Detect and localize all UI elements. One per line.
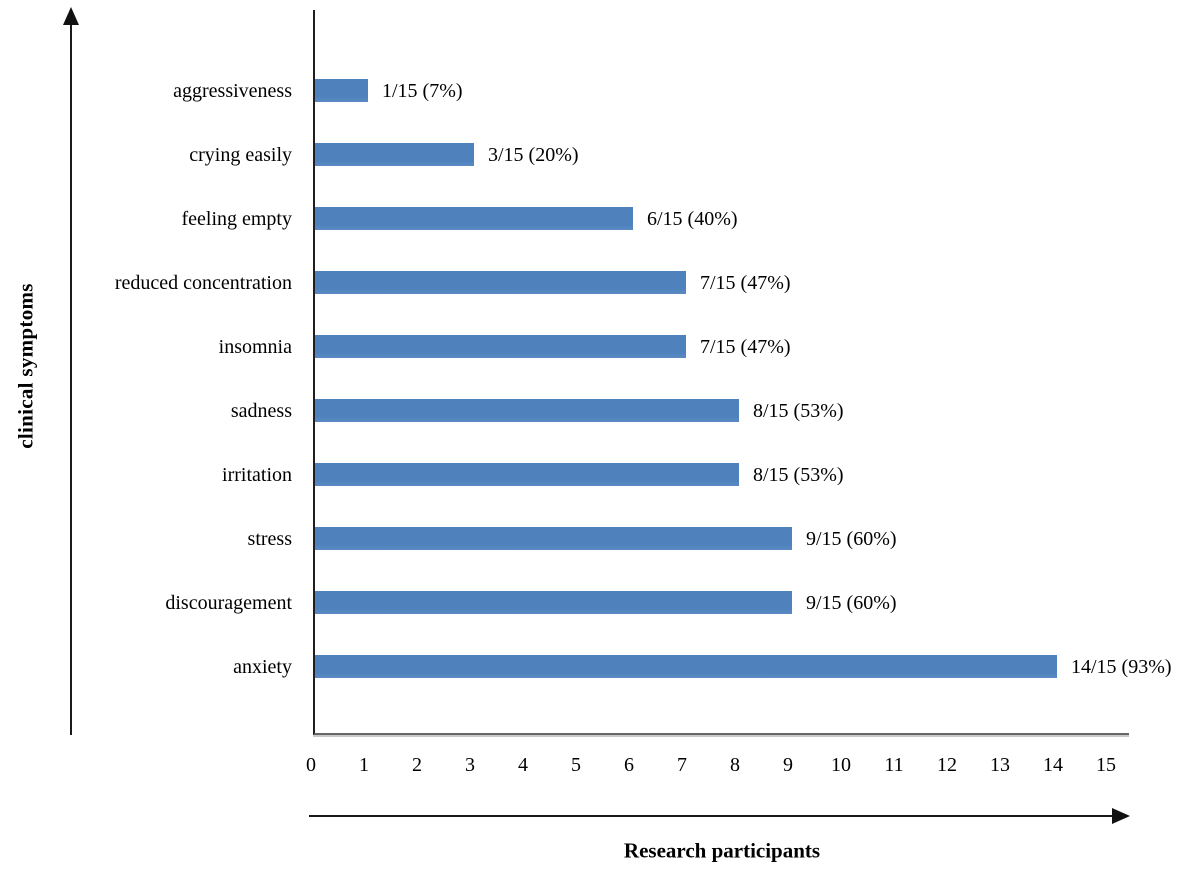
y-axis-arrowhead-icon (63, 7, 79, 25)
plot-area: 1/15 (7%) 3/15 (20%) 6/15 (40%) 7/15 (47%) 7… (313, 10, 1172, 735)
x-axis-arrowhead-icon (1112, 808, 1130, 824)
x-tick-label-13: 13 (990, 754, 1010, 776)
category-label-feeling-empty: feeling empty (181, 208, 292, 230)
bar-value-label-discouragement: 9/15 (60%) (806, 592, 897, 614)
category-label-reduced-concentration: reduced concentration (114, 272, 292, 294)
x-tick-label-4: 4 (518, 754, 528, 776)
bar-value-label-anxiety: 14/15 (93%) (1071, 656, 1172, 678)
category-label-insomnia: insomnia (218, 336, 292, 358)
category-label-sadness: sadness (230, 400, 292, 422)
x-tick-label-14: 14 (1043, 754, 1063, 776)
bar-reduced-concentration (315, 271, 686, 294)
x-tick-label-3: 3 (465, 754, 475, 776)
bar-value-label-feeling-empty: 6/15 (40%) (647, 208, 738, 230)
category-label-stress: stress (247, 528, 292, 550)
category-label-aggressiveness: aggressiveness (173, 80, 292, 102)
bar-feeling-empty (315, 207, 633, 230)
bar-irritation (315, 463, 739, 486)
bar-discouragement (315, 591, 792, 614)
x-axis-arrow-line (309, 815, 1113, 817)
x-tick-label-10: 10 (831, 754, 851, 776)
x-tick-label-11: 11 (884, 754, 904, 776)
x-tick-label-7: 7 (677, 754, 687, 776)
bar-value-label-reduced-concentration: 7/15 (47%) (700, 272, 791, 294)
bar-stress (315, 527, 792, 550)
bar-value-label-sadness: 8/15 (53%) (753, 400, 844, 422)
bar-value-label-irritation: 8/15 (53%) (753, 464, 844, 486)
bar-value-label-crying-easily: 3/15 (20%) (488, 144, 579, 166)
bar-insomnia (315, 335, 686, 358)
bar-value-label-insomnia: 7/15 (47%) (700, 336, 791, 358)
x-tick-label-9: 9 (783, 754, 793, 776)
y-axis-arrow-line (70, 22, 72, 735)
x-tick-label-2: 2 (412, 754, 422, 776)
x-tick-label-5: 5 (571, 754, 581, 776)
bar-value-label-aggressiveness: 1/15 (7%) (382, 80, 463, 102)
bar-aggressiveness (315, 79, 368, 102)
category-label-irritation: irritation (222, 464, 292, 486)
x-tick-label-12: 12 (937, 754, 957, 776)
category-label-anxiety: anxiety (233, 656, 292, 678)
category-label-crying-easily: crying easily (189, 144, 292, 166)
category-label-discouragement: discouragement (165, 592, 292, 614)
x-tick-label-15: 15 (1096, 754, 1116, 776)
bar-value-label-stress: 9/15 (60%) (806, 528, 897, 550)
bar-crying-easily (315, 143, 474, 166)
x-axis-title: Research participants (623, 838, 821, 863)
bar-anxiety (315, 655, 1057, 678)
x-tick-label-1: 1 (359, 754, 369, 776)
bar-sadness (315, 399, 739, 422)
x-tick-label-6: 6 (624, 754, 634, 776)
x-tick-label-0: 0 (306, 754, 316, 776)
x-tick-label-8: 8 (730, 754, 740, 776)
